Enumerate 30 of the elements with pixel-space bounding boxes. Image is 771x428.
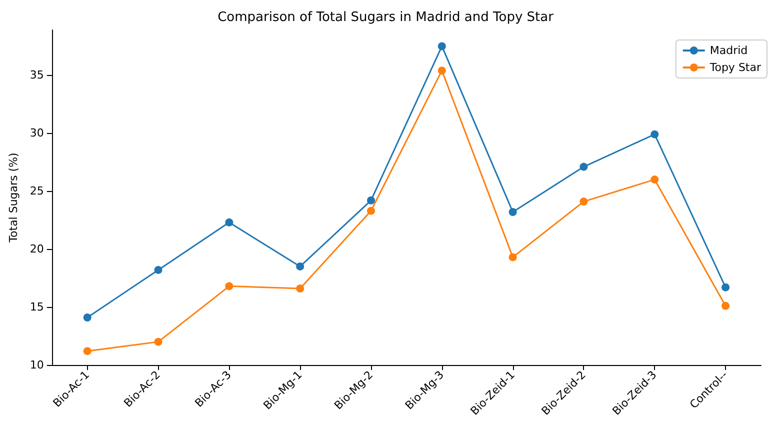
y-tick-label: 20 [30,242,44,256]
point [296,262,304,270]
point [154,338,162,346]
point [722,302,730,310]
legend-label: Madrid [710,44,748,57]
point [508,208,517,216]
y-tick-label: 35 [30,68,44,82]
point [650,130,659,138]
legend-label: Topy Star [708,61,762,74]
chart-title: Comparison of Total Sugars in Madrid and Topy Star [218,10,554,25]
point [154,266,162,274]
point [650,176,659,184]
point [580,162,588,171]
point [438,42,446,50]
point [83,313,92,322]
point [367,206,375,215]
y-axis-title: Total Sugars (%) [7,152,20,244]
point [438,66,446,75]
y-tick-label: 25 [30,184,44,198]
point [83,347,92,356]
point [296,284,304,292]
point [225,282,234,290]
point [508,253,517,262]
y-tick-label: 10 [30,358,44,372]
point [722,283,730,292]
y-tick-label: 30 [30,126,44,140]
point [367,196,375,204]
point [580,198,588,206]
y-tick-label: 15 [30,300,44,314]
point [225,218,234,226]
